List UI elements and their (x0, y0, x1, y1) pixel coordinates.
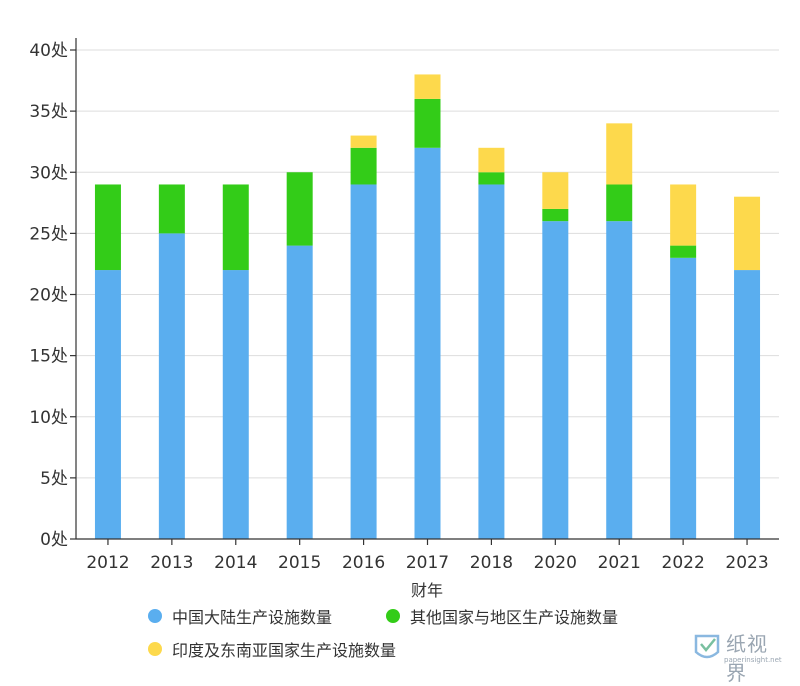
bar-segment-2017-series-2 (414, 74, 441, 99)
x-tick-label: 2021 (598, 553, 641, 573)
y-tick-label: 5处 (40, 469, 68, 489)
y-tick-label: 25处 (29, 224, 68, 244)
x-tick-label: 2018 (470, 553, 513, 573)
paperinsight-logo-icon (694, 634, 720, 659)
bar-segment-2022-series-0 (670, 257, 697, 539)
bar-segment-2021-series-2 (606, 123, 633, 185)
legend-item-mainland: 中国大陆生产设施数量 (148, 604, 332, 628)
bar-segment-2022-series-2 (670, 184, 697, 246)
bar-segment-2015-series-0 (286, 245, 313, 539)
legend-label: 其他国家与地区生产设施数量 (410, 608, 619, 627)
bar-segment-2013-series-1 (158, 184, 185, 234)
bar-segment-2023-series-0 (734, 270, 761, 539)
x-tick-label: 2022 (662, 553, 705, 573)
x-axis-ticks: 2012 2013 2014 2015 2016 2017 2018 2020 2021 2022… (86, 539, 769, 573)
legend-dot-icon (148, 609, 162, 623)
bar-segment-2021-series-0 (606, 221, 633, 539)
bar-segment-2017-series-0 (414, 147, 441, 540)
bar-segment-2014-series-1 (222, 184, 249, 271)
bar-segment-2023-series-2 (734, 196, 761, 271)
legend-dot-icon (386, 609, 400, 623)
bar-segment-2020-series-0 (542, 221, 569, 539)
x-axis-title: 财年 (411, 581, 443, 600)
bar-segment-2020-series-2 (542, 172, 569, 209)
bar-segment-2014-series-0 (222, 270, 249, 539)
x-tick-label: 2023 (725, 553, 768, 573)
legend-item-india-sea: 印度及东南亚国家生产设施数量 (148, 637, 396, 661)
legend-dot-icon (148, 642, 162, 656)
y-tick-label: 15处 (29, 347, 68, 367)
watermark-subtext: paperinsight.net (724, 656, 782, 664)
y-tick-label: 30处 (29, 163, 68, 183)
bar-segment-2021-series-1 (606, 184, 633, 222)
watermark-text: 纸视界 (726, 632, 768, 685)
x-tick-label: 2020 (534, 553, 577, 573)
bars (94, 74, 761, 540)
bar-segment-2012-series-1 (94, 184, 121, 271)
bar-segment-2016-series-2 (350, 135, 377, 148)
bar-segment-2018-series-0 (478, 184, 505, 539)
y-tick-label: 0处 (40, 530, 68, 550)
bar-segment-2016-series-1 (350, 147, 377, 185)
x-tick-label: 2012 (86, 553, 129, 573)
bar-segment-2018-series-2 (478, 147, 505, 173)
legend-label: 印度及东南亚国家生产设施数量 (172, 641, 397, 660)
bar-segment-2022-series-1 (670, 245, 697, 258)
x-tick-label: 2015 (278, 553, 321, 573)
x-tick-label: 2014 (214, 553, 257, 573)
bar-segment-2017-series-1 (414, 98, 441, 148)
bar-segment-2013-series-0 (158, 233, 185, 539)
bar-segment-2015-series-1 (286, 172, 313, 246)
y-axis-ticks: 0处 5处 10处 15处 20处 25处 30处 35处 40处 (29, 41, 76, 550)
bar-segment-2016-series-0 (350, 184, 377, 539)
bar-segment-2012-series-0 (94, 270, 121, 539)
watermark: 纸视界 paperinsight.net (690, 626, 786, 685)
y-tick-label: 20处 (29, 286, 68, 306)
y-tick-label: 35处 (29, 102, 68, 122)
y-tick-label: 10处 (29, 408, 68, 428)
legend-label: 中国大陆生产设施数量 (172, 608, 333, 627)
y-tick-label: 40处 (29, 41, 68, 61)
bar-segment-2020-series-1 (542, 208, 569, 222)
x-tick-label: 2016 (342, 553, 385, 573)
bar-segment-2018-series-1 (478, 172, 505, 185)
x-tick-label: 2013 (150, 553, 193, 573)
legend-item-other: 其他国家与地区生产设施数量 (386, 604, 618, 628)
x-tick-label: 2017 (406, 553, 449, 573)
